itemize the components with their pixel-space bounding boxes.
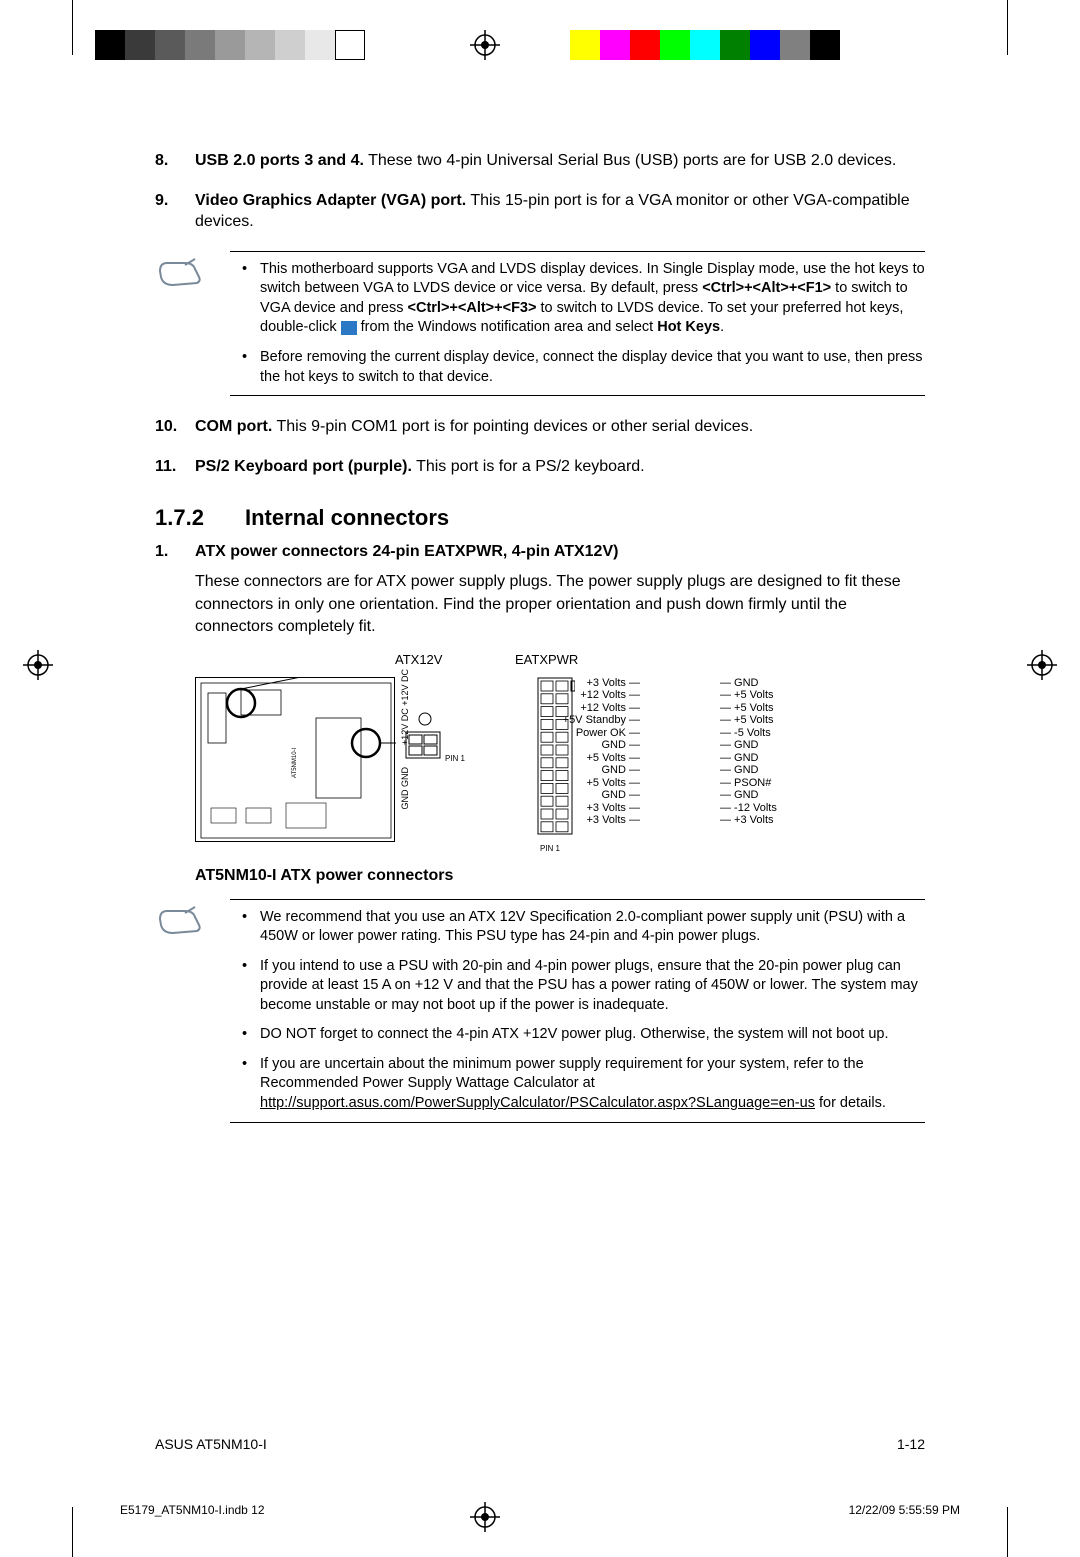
page-footer: ASUS AT5NM10-I 1-12 (155, 1436, 925, 1452)
note-bullet: DO NOT forget to connect the 4-pin ATX +… (242, 1025, 925, 1045)
svg-text:AT5NM10-I: AT5NM10-I (292, 747, 298, 778)
sub-body: These connectors are for ATX power suppl… (195, 571, 925, 638)
diagram-caption: AT5NM10-I ATX power connectors (195, 867, 925, 885)
pin1-label: PIN 1 (445, 754, 465, 763)
registration-mark-left (23, 650, 53, 680)
item-number: 9. (155, 190, 195, 233)
colorbar-color (570, 30, 840, 60)
colorbar-gray (95, 30, 365, 60)
item-text: This port is for a PS/2 keyboard. (412, 458, 645, 475)
note-bullet: If you intend to use a PSU with 20-pin a… (242, 957, 925, 1016)
item-bold: Video Graphics Adapter (VGA) port. (195, 192, 466, 209)
section-title: Internal connectors (245, 505, 449, 531)
list-item-8: 8. USB 2.0 ports 3 and 4. These two 4-pi… (155, 150, 925, 172)
url-text: http://support.asus.com/PowerSupplyCalcu… (260, 1095, 815, 1111)
note-bullet: We recommend that you use an ATX 12V Spe… (242, 908, 925, 947)
note-hand-icon (155, 899, 210, 1123)
motherboard-outline: AT5NM10-I (195, 677, 395, 842)
registration-mark-top (470, 30, 500, 60)
item-text: These two 4-pin Universal Serial Bus (US… (364, 152, 896, 169)
section-header: 1.7.2 Internal connectors (155, 505, 925, 531)
imprint-row: E5179_AT5NM10-I.indb 12 12/22/09 5:55:59… (120, 1503, 960, 1517)
registration-mark-right (1027, 650, 1057, 680)
label-eatxpwr: EATXPWR (515, 652, 578, 667)
item-bold: PS/2 Keyboard port (purple). (195, 458, 412, 475)
label-atx12v: ATX12V (395, 652, 442, 667)
note-bullet: Before removing the current display devi… (242, 348, 925, 387)
item-bold: USB 2.0 ports 3 and 4. (195, 152, 364, 169)
pin1-label: PIN 1 (540, 844, 560, 853)
imprint-timestamp: 12/22/09 5:55:59 PM (849, 1503, 960, 1517)
note-block-2: We recommend that you use an ATX 12V Spe… (155, 899, 925, 1123)
pin-labels-right: — GND— +5 Volts— +5 Volts— +5 Volts— -5 … (720, 677, 777, 827)
footer-right: 1-12 (897, 1436, 925, 1452)
note-hand-icon (155, 251, 210, 396)
sub-item-1: 1.ATX power connectors 24-pin EATXPWR, 4… (155, 543, 925, 561)
pin-label: GND GND (400, 767, 410, 810)
note-block-1: This motherboard supports VGA and LVDS d… (155, 251, 925, 396)
footer-left: ASUS AT5NM10-I (155, 1436, 267, 1452)
sub-title: ATX power connectors 24-pin EATXPWR, 4-p… (195, 543, 618, 560)
item-text: This 9-pin COM1 port is for pointing dev… (272, 418, 753, 435)
item-number: 11. (155, 456, 195, 478)
tray-icon (341, 321, 357, 335)
pin-labels-left: +3 Volts —+12 Volts —+12 Volts —+5V Stan… (563, 677, 640, 827)
item-number: 10. (155, 416, 195, 438)
item-number: 8. (155, 150, 195, 172)
crop-line (1007, 0, 1008, 55)
sub-number: 1. (155, 543, 195, 561)
item-bold: COM port. (195, 418, 272, 435)
pin-label: +12V DC +12V DC (400, 669, 410, 745)
crop-line (72, 0, 73, 55)
list-item-10: 10. COM port. This 9-pin COM1 port is fo… (155, 416, 925, 438)
note-body: This motherboard supports VGA and LVDS d… (230, 251, 925, 396)
imprint-file: E5179_AT5NM10-I.indb 12 (120, 1503, 265, 1517)
note-bullet: If you are uncertain about the minimum p… (242, 1055, 925, 1114)
list-item-11: 11. PS/2 Keyboard port (purple). This po… (155, 456, 925, 478)
list-item-9: 9. Video Graphics Adapter (VGA) port. Th… (155, 190, 925, 233)
note-body: We recommend that you use an ATX 12V Spe… (230, 899, 925, 1123)
note-bullet: This motherboard supports VGA and LVDS d… (242, 260, 925, 338)
connector-diagram: ATX12V EATXPWR AT5NM10-I (195, 649, 925, 859)
print-marks-top (0, 30, 1080, 70)
section-number: 1.7.2 (155, 505, 245, 531)
page-content: 8. USB 2.0 ports 3 and 4. These two 4-pi… (155, 150, 925, 1143)
